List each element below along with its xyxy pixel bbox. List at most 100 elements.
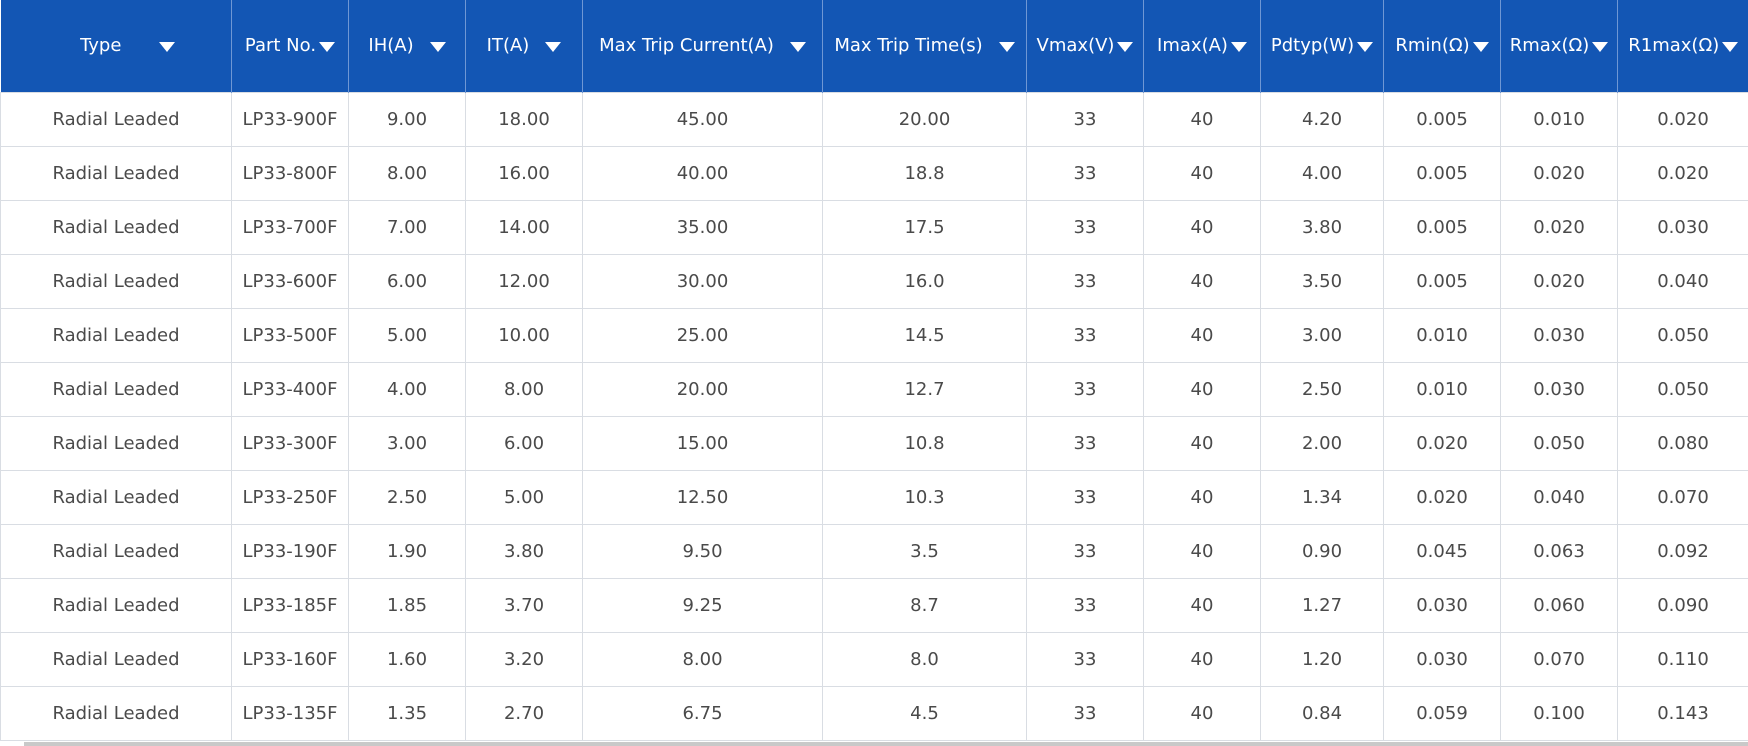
table-cell-max-trip-time-s: 3.5 <box>822 524 1027 579</box>
table-cell-ih-a: 6.00 <box>348 254 466 309</box>
column-header-vmax-v[interactable]: Vmax(V) <box>1026 0 1144 92</box>
table-cell-rmax: 0.020 <box>1500 254 1618 309</box>
column-header-r1max[interactable]: R1max(Ω) <box>1617 0 1748 92</box>
column-header-max-trip-current-a[interactable]: Max Trip Current(A) <box>582 0 823 92</box>
table-cell-type: Radial Leaded <box>0 91 232 147</box>
table-cell-max-trip-time-s: 18.8 <box>822 146 1027 201</box>
table-cell-it-a: 12.00 <box>465 254 583 309</box>
table-cell-ih-a: 1.35 <box>348 686 466 741</box>
column-header-max-trip-time-s[interactable]: Max Trip Time(s) <box>822 0 1027 92</box>
table-cell-vmax-v: 33 <box>1026 416 1144 471</box>
table-cell-type: Radial Leaded <box>0 470 232 525</box>
table-cell-max-trip-current-a: 30.00 <box>582 254 823 309</box>
table-cell-max-trip-time-s: 14.5 <box>822 308 1027 363</box>
table-cell-it-a: 8.00 <box>465 362 583 417</box>
table-cell-rmin: 0.020 <box>1383 470 1501 525</box>
table-row[interactable]: Radial Leaded LP33-160F 1.60 3.20 8.00 8.0 33 4… <box>0 632 1748 687</box>
table-cell-max-trip-time-s: 10.8 <box>822 416 1027 471</box>
column-header-rmin[interactable]: Rmin(Ω) <box>1383 0 1501 92</box>
table-cell-rmin: 0.045 <box>1383 524 1501 579</box>
caret-down-icon[interactable] <box>545 41 562 52</box>
table-cell-vmax-v: 33 <box>1026 254 1144 309</box>
table-cell-part-no: LP33-900F <box>231 91 349 147</box>
table-cell-rmin: 0.010 <box>1383 362 1501 417</box>
table-row[interactable]: Radial Leaded LP33-800F 8.00 16.00 40.00 18.8… <box>0 146 1748 201</box>
table-cell-rmin: 0.030 <box>1383 632 1501 687</box>
table-cell-type: Radial Leaded <box>0 632 232 687</box>
caret-down-icon[interactable] <box>159 41 176 52</box>
table-cell-type: Radial Leaded <box>0 416 232 471</box>
column-header-content: Max Trip Time(s) <box>834 35 1015 56</box>
column-header-content: IT(A) <box>487 35 562 56</box>
table-cell-it-a: 18.00 <box>465 91 583 147</box>
horizontal-scrollbar[interactable] <box>24 742 1748 746</box>
table-row[interactable]: Radial Leaded LP33-600F 6.00 12.00 30.00 16.0… <box>0 254 1748 309</box>
table-header: Type Part No. IH(A) IT(A) Max Trip Current(A… <box>0 0 1748 92</box>
caret-down-icon[interactable] <box>789 41 806 52</box>
table-cell-max-trip-current-a: 9.25 <box>582 578 823 633</box>
caret-down-icon[interactable] <box>1722 41 1739 52</box>
table-row[interactable]: Radial Leaded LP33-700F 7.00 14.00 35.00 17.5… <box>0 200 1748 255</box>
table-cell-max-trip-current-a: 25.00 <box>582 308 823 363</box>
table-cell-vmax-v: 33 <box>1026 578 1144 633</box>
table-cell-part-no: LP33-600F <box>231 254 349 309</box>
column-header-label: Imax(A) <box>1157 35 1228 57</box>
table-cell-pdtyp-w: 1.34 <box>1260 470 1384 525</box>
table-cell-part-no: LP33-800F <box>231 146 349 201</box>
table-cell-part-no: LP33-700F <box>231 200 349 255</box>
table-row[interactable]: Radial Leaded LP33-190F 1.90 3.80 9.50 3.5 33 4… <box>0 524 1748 579</box>
table-cell-rmin: 0.059 <box>1383 686 1501 741</box>
column-header-part-no[interactable]: Part No. <box>231 0 349 92</box>
table-cell-rmax: 0.060 <box>1500 578 1618 633</box>
column-header-content: Vmax(V) <box>1037 35 1134 56</box>
column-header-rmax[interactable]: Rmax(Ω) <box>1500 0 1618 92</box>
table-cell-rmax: 0.040 <box>1500 470 1618 525</box>
caret-down-icon[interactable] <box>998 41 1015 52</box>
column-header-content: IH(A) <box>368 35 446 56</box>
caret-down-icon[interactable] <box>1472 41 1489 52</box>
table-row[interactable]: Radial Leaded LP33-300F 3.00 6.00 15.00 10.8 3… <box>0 416 1748 471</box>
table-cell-imax-a: 40 <box>1143 91 1261 147</box>
column-header-imax-a[interactable]: Imax(A) <box>1143 0 1261 92</box>
table-row[interactable]: Radial Leaded LP33-185F 1.85 3.70 9.25 8.7 33 4… <box>0 578 1748 633</box>
column-header-ih-a[interactable]: IH(A) <box>348 0 466 92</box>
table-cell-imax-a: 40 <box>1143 308 1261 363</box>
caret-down-icon[interactable] <box>1357 41 1374 52</box>
table-body: Radial Leaded LP33-900F 9.00 18.00 45.00 20.0… <box>0 91 1748 741</box>
caret-down-icon[interactable] <box>1117 41 1134 52</box>
table-cell-type: Radial Leaded <box>0 146 232 201</box>
table-cell-r1max: 0.070 <box>1617 470 1748 525</box>
table-row[interactable]: Radial Leaded LP33-900F 9.00 18.00 45.00 20.0… <box>0 91 1748 147</box>
caret-down-icon[interactable] <box>429 41 446 52</box>
column-header-label: Part No. <box>244 35 317 57</box>
table-row[interactable]: Radial Leaded LP33-135F 1.35 2.70 6.75 4.5 33 4… <box>0 686 1748 741</box>
table-cell-rmin: 0.010 <box>1383 308 1501 363</box>
column-header-it-a[interactable]: IT(A) <box>465 0 583 92</box>
column-header-pdtyp-w[interactable]: Pdtyp(W) <box>1260 0 1384 92</box>
column-header-content: Type <box>56 35 176 56</box>
header-row: Type Part No. IH(A) IT(A) Max Trip Current(A… <box>0 0 1748 92</box>
column-header-label: Rmin(Ω) <box>1395 35 1470 57</box>
column-header-type[interactable]: Type <box>0 0 232 92</box>
column-header-label: IT(A) <box>486 35 530 57</box>
column-header-content: Part No. <box>244 35 336 57</box>
caret-down-icon[interactable] <box>319 41 336 52</box>
caret-down-icon[interactable] <box>1592 41 1609 52</box>
table-cell-ih-a: 2.50 <box>348 470 466 525</box>
table-cell-ih-a: 5.00 <box>348 308 466 363</box>
table-cell-r1max: 0.092 <box>1617 524 1748 579</box>
caret-down-icon[interactable] <box>1230 41 1247 52</box>
column-header-label: Pdtyp(W) <box>1270 35 1355 57</box>
table-cell-imax-a: 40 <box>1143 632 1261 687</box>
table-cell-ih-a: 1.85 <box>348 578 466 633</box>
table-row[interactable]: Radial Leaded LP33-250F 2.50 5.00 12.50 10.3 3… <box>0 470 1748 525</box>
table-cell-r1max: 0.050 <box>1617 362 1748 417</box>
table-cell-imax-a: 40 <box>1143 470 1261 525</box>
table-cell-max-trip-time-s: 20.00 <box>822 91 1027 147</box>
table-cell-part-no: LP33-160F <box>231 632 349 687</box>
table-cell-r1max: 0.030 <box>1617 200 1748 255</box>
column-header-label: Rmax(Ω) <box>1509 35 1590 57</box>
table-row[interactable]: Radial Leaded LP33-400F 4.00 8.00 20.00 12.7 3… <box>0 362 1748 417</box>
table-row[interactable]: Radial Leaded LP33-500F 5.00 10.00 25.00 14.5… <box>0 308 1748 363</box>
